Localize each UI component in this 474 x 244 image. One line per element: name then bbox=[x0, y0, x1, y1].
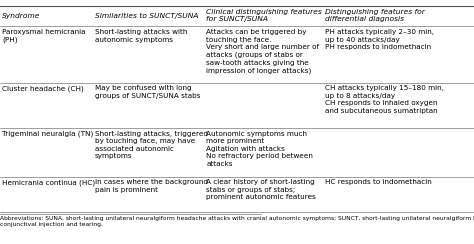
Text: Autonomic symptoms much
more prominent
Agitation with attacks
No refractory peri: Autonomic symptoms much more prominent A… bbox=[206, 131, 313, 167]
Text: Similarities to SUNCT/SUNA: Similarities to SUNCT/SUNA bbox=[95, 13, 198, 19]
Text: Clinical distinguishing features
for SUNCT/SUNA: Clinical distinguishing features for SUN… bbox=[206, 9, 322, 22]
Text: CH attacks typically 15–180 min,
up to 8 attacks/day
CH responds to inhaled oxyg: CH attacks typically 15–180 min, up to 8… bbox=[325, 85, 444, 114]
Text: Short-lasting attacks, triggered
by touching face, may have
associated autonomic: Short-lasting attacks, triggered by touc… bbox=[95, 131, 208, 159]
Text: Attacks can be triggered by
touching the face.
Very short and large number of
at: Attacks can be triggered by touching the… bbox=[206, 29, 319, 74]
Text: Trigeminal neuralgia (TN): Trigeminal neuralgia (TN) bbox=[2, 131, 94, 137]
Text: Distinguishing features for
differential diagnosis: Distinguishing features for differential… bbox=[325, 9, 425, 22]
Text: HC responds to indomethacin: HC responds to indomethacin bbox=[325, 179, 431, 185]
Text: In cases where the background
pain is prominent: In cases where the background pain is pr… bbox=[95, 179, 208, 193]
Text: Short-lasting attacks with
autonomic symptoms: Short-lasting attacks with autonomic sym… bbox=[95, 29, 187, 43]
Text: May be confused with long
groups of SUNCT/SUNA stabs: May be confused with long groups of SUNC… bbox=[95, 85, 201, 99]
Text: Abbreviations: SUNA, short-lasting unilateral neuralgiform headache attacks with: Abbreviations: SUNA, short-lasting unila… bbox=[0, 216, 474, 227]
Text: Syndrome: Syndrome bbox=[2, 13, 41, 19]
Text: A clear history of short-lasting
stabs or groups of stabs;
prominent autonomic f: A clear history of short-lasting stabs o… bbox=[206, 179, 316, 200]
Text: Cluster headache (CH): Cluster headache (CH) bbox=[2, 85, 84, 92]
Text: Hemicrania continua (HC): Hemicrania continua (HC) bbox=[2, 179, 95, 186]
Text: PH attacks typically 2–30 min,
up to 40 attacks/day
PH responds to indomethacin: PH attacks typically 2–30 min, up to 40 … bbox=[325, 29, 434, 50]
Text: Paroxysmal hemicrania
(PH): Paroxysmal hemicrania (PH) bbox=[2, 29, 86, 43]
